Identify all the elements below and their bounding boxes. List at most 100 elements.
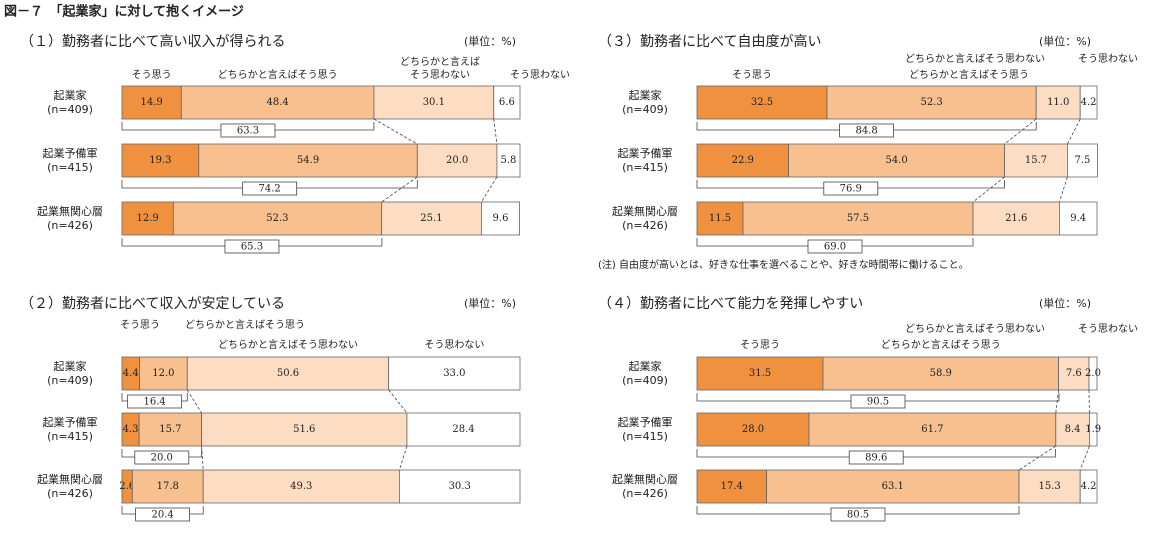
n-label: (n=415) — [622, 430, 668, 443]
legend-item: そう思わない — [424, 340, 485, 351]
legend-item: どちらかと言えば そう思わない — [400, 57, 480, 81]
connector — [399, 445, 408, 471]
connector — [1067, 118, 1081, 145]
chart-title: （４）勤務者に比べて能力を発揮しやすい — [598, 296, 863, 312]
total-label: 20.4 — [151, 510, 173, 521]
bar-segment — [121, 201, 174, 236]
category-label: 起業家 — [54, 359, 87, 373]
bar-segment — [1058, 356, 1090, 391]
value-label: 11.5 — [709, 213, 731, 224]
value-label: 30.1 — [423, 97, 445, 108]
legend-label: どちらかと言えばそう思う — [217, 70, 338, 81]
value-label: 54.9 — [297, 155, 319, 166]
legend-label: そう思う — [740, 340, 780, 351]
unit-label: (単位：%) — [1039, 34, 1091, 48]
value-label: 4.2 — [1081, 97, 1097, 108]
value-label: 19.3 — [149, 155, 171, 166]
bar-segment — [131, 469, 204, 504]
total-label: 69.0 — [824, 242, 846, 253]
bar-segment — [1055, 412, 1090, 447]
bar-segment — [1089, 412, 1098, 447]
bar-segment — [1079, 469, 1098, 504]
value-label: 4.3 — [123, 424, 139, 435]
value-label: 63.1 — [882, 481, 904, 492]
bar-segment — [822, 356, 1060, 391]
legend-label: そう思う — [120, 320, 160, 331]
legend-label: そう思わない — [1078, 324, 1138, 335]
legend-label: そう思わない — [424, 340, 485, 351]
total-box — [135, 507, 190, 522]
value-label: 6.6 — [499, 97, 515, 108]
legend-item: どちらかと言えばそう思う — [185, 320, 305, 331]
value-label: 4.2 — [1081, 481, 1097, 492]
bar-segment — [696, 85, 828, 120]
bar-segment — [180, 85, 375, 120]
bar-segment — [1059, 201, 1098, 236]
category-label: 起業家 — [54, 88, 87, 102]
bar-segment — [406, 412, 521, 447]
connector — [481, 176, 498, 203]
bar-segment — [381, 201, 482, 236]
value-label: 17.8 — [157, 481, 179, 492]
connector — [1059, 176, 1068, 203]
n-label: (n=409) — [622, 374, 668, 387]
total-box — [839, 123, 894, 138]
connector — [1004, 118, 1037, 145]
value-label: 50.6 — [277, 368, 299, 379]
total-box — [127, 394, 183, 409]
value-label: 22.9 — [732, 155, 754, 166]
total-box — [830, 507, 886, 522]
total-label: 80.5 — [847, 510, 869, 521]
value-label: 49.3 — [290, 481, 312, 492]
category-label: 起業家 — [629, 359, 662, 373]
value-label: 25.1 — [420, 213, 442, 224]
legend-item: そう思う — [732, 70, 772, 81]
connector — [1079, 445, 1090, 471]
chart-title: （１）勤務者に比べて高い収入が得られる — [20, 33, 285, 50]
value-label: 28.4 — [452, 424, 474, 435]
bar-segment — [373, 85, 495, 120]
n-label: (n=415) — [47, 161, 93, 174]
legend-item: どちらかと言えばそう思わない — [218, 340, 358, 351]
value-label: 5.8 — [501, 155, 517, 166]
unit-label: (単位：%) — [1039, 296, 1091, 310]
n-label: (n=426) — [622, 487, 668, 500]
value-label: 61.7 — [921, 424, 943, 435]
total-box — [224, 239, 280, 254]
connector — [388, 389, 408, 414]
note: (注) 自由度が高いとは、好きな仕事を選べることや、好きな時間帯に働けること。 — [598, 258, 969, 271]
bar-segment — [696, 356, 824, 391]
page-title: 図－７ 「起業家」に対して抱くイメージ — [4, 4, 244, 20]
value-label: 2.6 — [119, 481, 135, 492]
bar-segment — [696, 469, 767, 504]
value-label: 8.4 — [1065, 424, 1081, 435]
value-label: 9.6 — [493, 213, 509, 224]
total-label: 90.5 — [867, 397, 889, 408]
legend-label: そう思わない — [1078, 54, 1138, 65]
value-label: 30.3 — [449, 481, 471, 492]
legend-item: どちらかと言えばそう思う — [909, 70, 1029, 81]
value-label: 48.4 — [266, 97, 288, 108]
category-label: 起業無関心層 — [612, 204, 678, 218]
total-label: 20.0 — [151, 453, 173, 464]
value-label: 28.0 — [742, 424, 764, 435]
legend-item: そう思う — [740, 340, 780, 351]
category-label: 起業予備軍 — [618, 147, 673, 160]
legend-label: そう思わない — [510, 70, 570, 81]
total-label: 63.3 — [237, 126, 259, 137]
value-label: 51.6 — [293, 424, 315, 435]
value-label: 17.4 — [721, 481, 743, 492]
value-label: 33.0 — [443, 368, 465, 379]
bar-segment — [416, 143, 498, 178]
total-box — [807, 239, 863, 254]
value-label: 12.9 — [137, 213, 159, 224]
category-label: 起業無関心層 — [37, 204, 103, 218]
connector — [381, 176, 418, 203]
bar-segment — [201, 412, 408, 447]
bar-segment — [1079, 85, 1098, 120]
legend-item: そう思う — [132, 70, 172, 81]
connector — [493, 118, 498, 145]
total-label: 16.4 — [144, 397, 166, 408]
bar-segment — [121, 85, 182, 120]
value-label: 9.4 — [1070, 213, 1086, 224]
